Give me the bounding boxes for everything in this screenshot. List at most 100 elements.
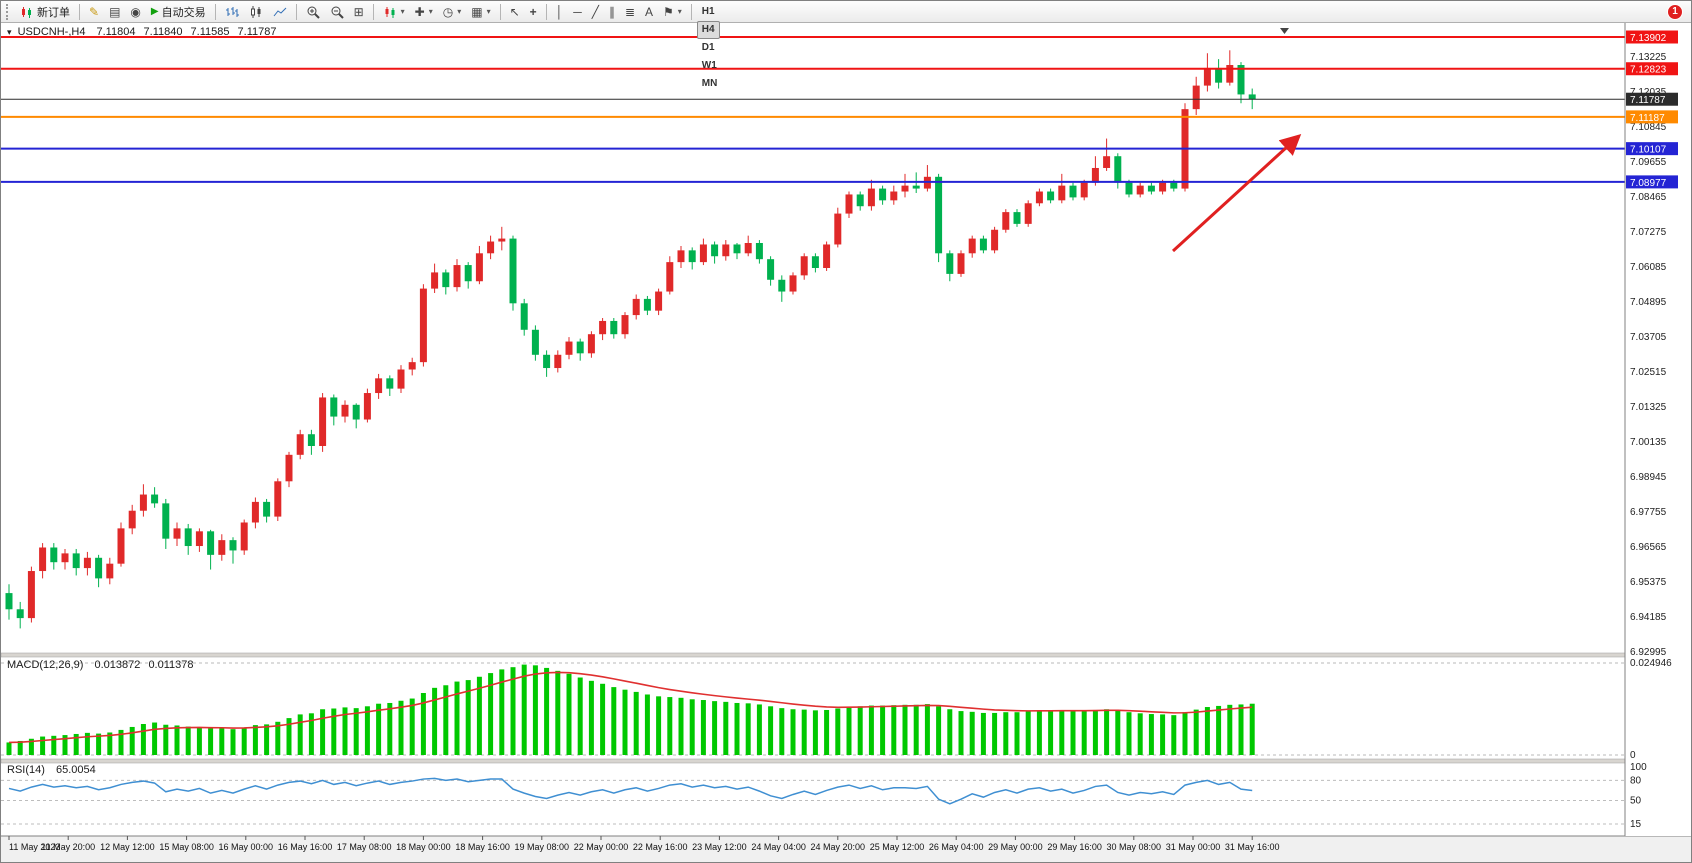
time-label: 29 May 00:00	[988, 842, 1043, 852]
macd-bar	[1227, 704, 1233, 755]
auto-trading-play-icon: ▶	[150, 6, 159, 17]
tile-windows-button[interactable]: ⊞	[350, 3, 368, 21]
candle-body	[363, 393, 371, 420]
macd-bar	[521, 664, 527, 755]
candle-body	[1013, 212, 1021, 224]
macd-bar	[801, 709, 807, 755]
candle-body	[890, 191, 898, 201]
trendline-button[interactable]: ╱	[588, 3, 603, 21]
auto-trading-button[interactable]: ▶ 自动交易	[147, 3, 210, 21]
timeframe-W1[interactable]: W1	[697, 57, 722, 75]
macd-bar	[364, 706, 370, 755]
macd-bar	[790, 709, 796, 755]
chart-shift-marker[interactable]	[1280, 28, 1289, 34]
candle-body	[330, 397, 338, 417]
candle-body	[419, 288, 427, 363]
zoom-in-button[interactable]	[302, 3, 324, 21]
candle-body	[811, 256, 819, 269]
editor-button[interactable]: ✎	[85, 3, 103, 21]
macd-bar	[1171, 715, 1177, 755]
trend-arrow[interactable]	[1171, 133, 1302, 253]
macd-signal-value: 0.011378	[148, 659, 194, 671]
rsi-splitter[interactable]	[1, 758, 1692, 764]
price-tick-label: 7.01325	[1630, 402, 1667, 413]
chart-symbol-period: USDCNH-,H4	[17, 26, 86, 38]
text-button[interactable]: A	[641, 3, 657, 21]
symbol-dropdown-icon[interactable]: ▾	[7, 27, 12, 37]
macd-bar	[17, 740, 23, 755]
time-label: 18 May 00:00	[396, 842, 451, 852]
timeframe-D1[interactable]: D1	[697, 39, 720, 57]
horizontal-line-icon: ─	[573, 4, 582, 19]
channel-button[interactable]: ∥	[605, 3, 619, 21]
macd-bar	[409, 698, 415, 755]
candle-body	[218, 540, 226, 555]
candlestick-chart-button[interactable]	[245, 3, 267, 21]
candle-body	[1035, 191, 1043, 204]
candle-body	[621, 315, 629, 335]
price-tick-label: 7.13225	[1630, 52, 1667, 63]
new-chart-button[interactable]: ▾	[379, 3, 409, 21]
crosshair-button[interactable]: +	[526, 3, 541, 21]
macd-bar	[768, 706, 774, 755]
timeframe-H4[interactable]: H4	[696, 20, 720, 39]
new-order-button[interactable]: 新订单	[16, 3, 74, 21]
new-order-icon	[22, 6, 31, 18]
macd-bar	[1115, 710, 1121, 755]
timeframe-MN[interactable]: MN	[697, 75, 723, 93]
community-button[interactable]: ◉	[126, 3, 144, 21]
macd-bar	[308, 713, 314, 755]
candle-body	[386, 378, 394, 389]
indicators-button[interactable]: ✚ ▾	[411, 3, 437, 21]
candle-body	[789, 275, 797, 292]
candle-body	[531, 329, 539, 355]
macd-bar	[656, 696, 662, 755]
notification-badge[interactable]: 1	[1667, 3, 1683, 20]
periods-button[interactable]: ◷ ▾	[439, 3, 466, 21]
cursor-button[interactable]: ↖	[506, 3, 524, 21]
candle-body	[442, 272, 450, 288]
candle-body	[184, 528, 192, 547]
macd-bar	[1204, 707, 1210, 755]
zoom-out-button[interactable]	[326, 3, 348, 21]
macd-bar	[633, 691, 639, 755]
macd-bar	[824, 709, 830, 755]
candle-body	[5, 593, 13, 610]
templates-button[interactable]: ▦ ▾	[467, 3, 494, 21]
macd-bar	[734, 702, 740, 755]
candle-body	[285, 454, 293, 482]
macd-scale-zero: 0	[1630, 750, 1636, 761]
navigator-button[interactable]: ▤	[105, 3, 124, 21]
candle-body	[901, 185, 909, 192]
timeframe-H1[interactable]: H1	[697, 3, 720, 21]
arrow-objects-button[interactable]: ⚑ ▾	[659, 3, 686, 21]
macd-bar	[1148, 714, 1154, 755]
price-marker-label: 7.08977	[1630, 178, 1667, 189]
macd-bar	[891, 705, 897, 755]
macd-splitter[interactable]	[1, 652, 1692, 658]
bar-chart-button[interactable]	[221, 3, 243, 21]
candle-body	[867, 188, 875, 207]
candle-body	[173, 528, 181, 539]
rsi-scale-100: 100	[1630, 762, 1647, 773]
candle-body	[935, 176, 943, 254]
macd-bar	[129, 726, 135, 755]
fibonacci-button[interactable]: ≣	[621, 3, 639, 21]
macd-bar	[588, 680, 594, 755]
candle-body	[464, 265, 472, 282]
time-label: 17 May 08:00	[337, 842, 392, 852]
candle-body	[408, 362, 416, 370]
candle-body	[475, 253, 483, 282]
candle-body	[95, 557, 103, 579]
horizontal-line-button[interactable]: ─	[569, 3, 586, 21]
price-tick-label: 7.12035	[1630, 87, 1667, 98]
line-chart-button[interactable]	[269, 3, 291, 21]
time-label: 11 May 20:00	[41, 842, 95, 852]
vertical-line-button[interactable]: │	[552, 3, 568, 21]
fibonacci-icon: ≣	[624, 4, 635, 19]
macd-bar	[1126, 712, 1132, 755]
toolbar-grip[interactable]	[6, 3, 12, 20]
candle-body	[655, 291, 663, 311]
macd-bar	[174, 725, 180, 755]
